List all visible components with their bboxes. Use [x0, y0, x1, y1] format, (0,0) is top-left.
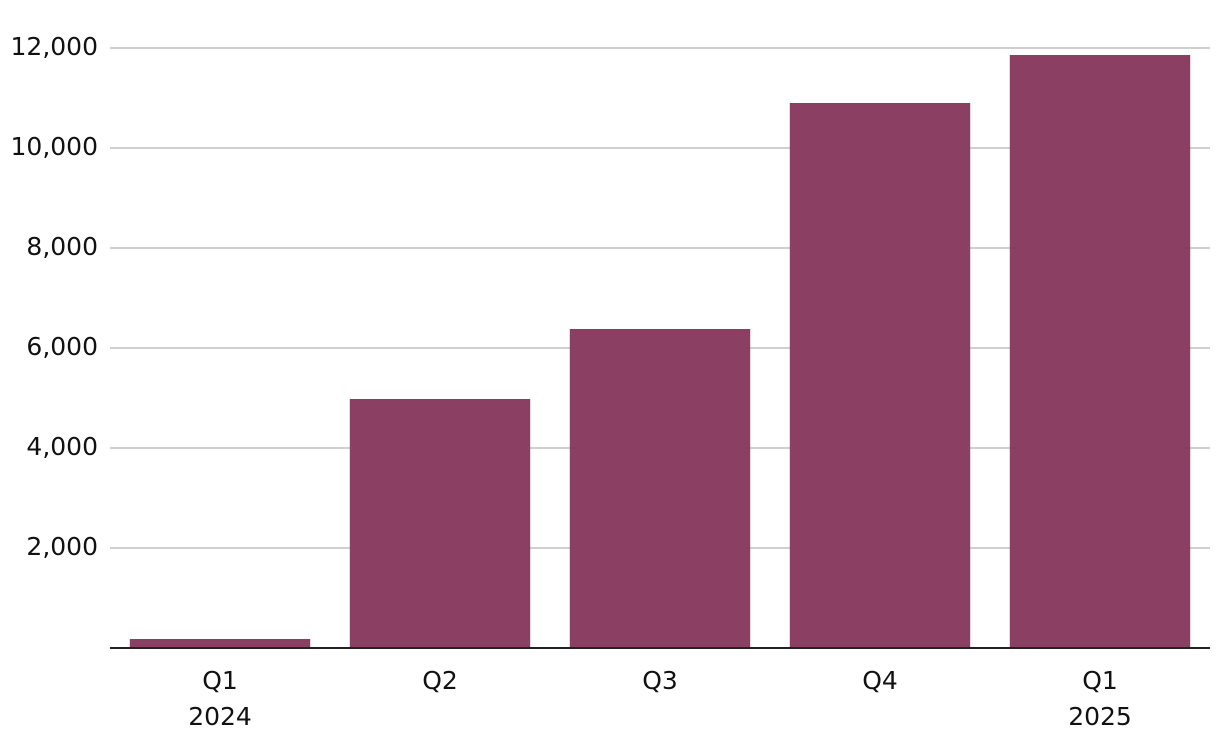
y-tick-label: 6,000 [26, 332, 98, 361]
x-tick-label: Q2 [422, 666, 458, 695]
x-tick-label: Q1 [202, 666, 238, 695]
x-tick-label: Q4 [862, 666, 898, 695]
x-tick-label: Q1 [1082, 666, 1118, 695]
x-tick-label: Q3 [642, 666, 678, 695]
y-tick-label: 10,000 [11, 132, 98, 161]
bar [129, 639, 311, 648]
bar [789, 103, 971, 648]
x-tick-year: 2025 [1068, 702, 1132, 731]
bar [1009, 55, 1191, 648]
y-tick-label: 8,000 [26, 232, 98, 261]
x-tick-year: 2024 [188, 702, 252, 731]
y-tick-label: 2,000 [26, 532, 98, 561]
bar [349, 399, 531, 648]
y-tick-label: 4,000 [26, 432, 98, 461]
bar [569, 329, 751, 648]
y-tick-label: 12,000 [11, 32, 98, 61]
